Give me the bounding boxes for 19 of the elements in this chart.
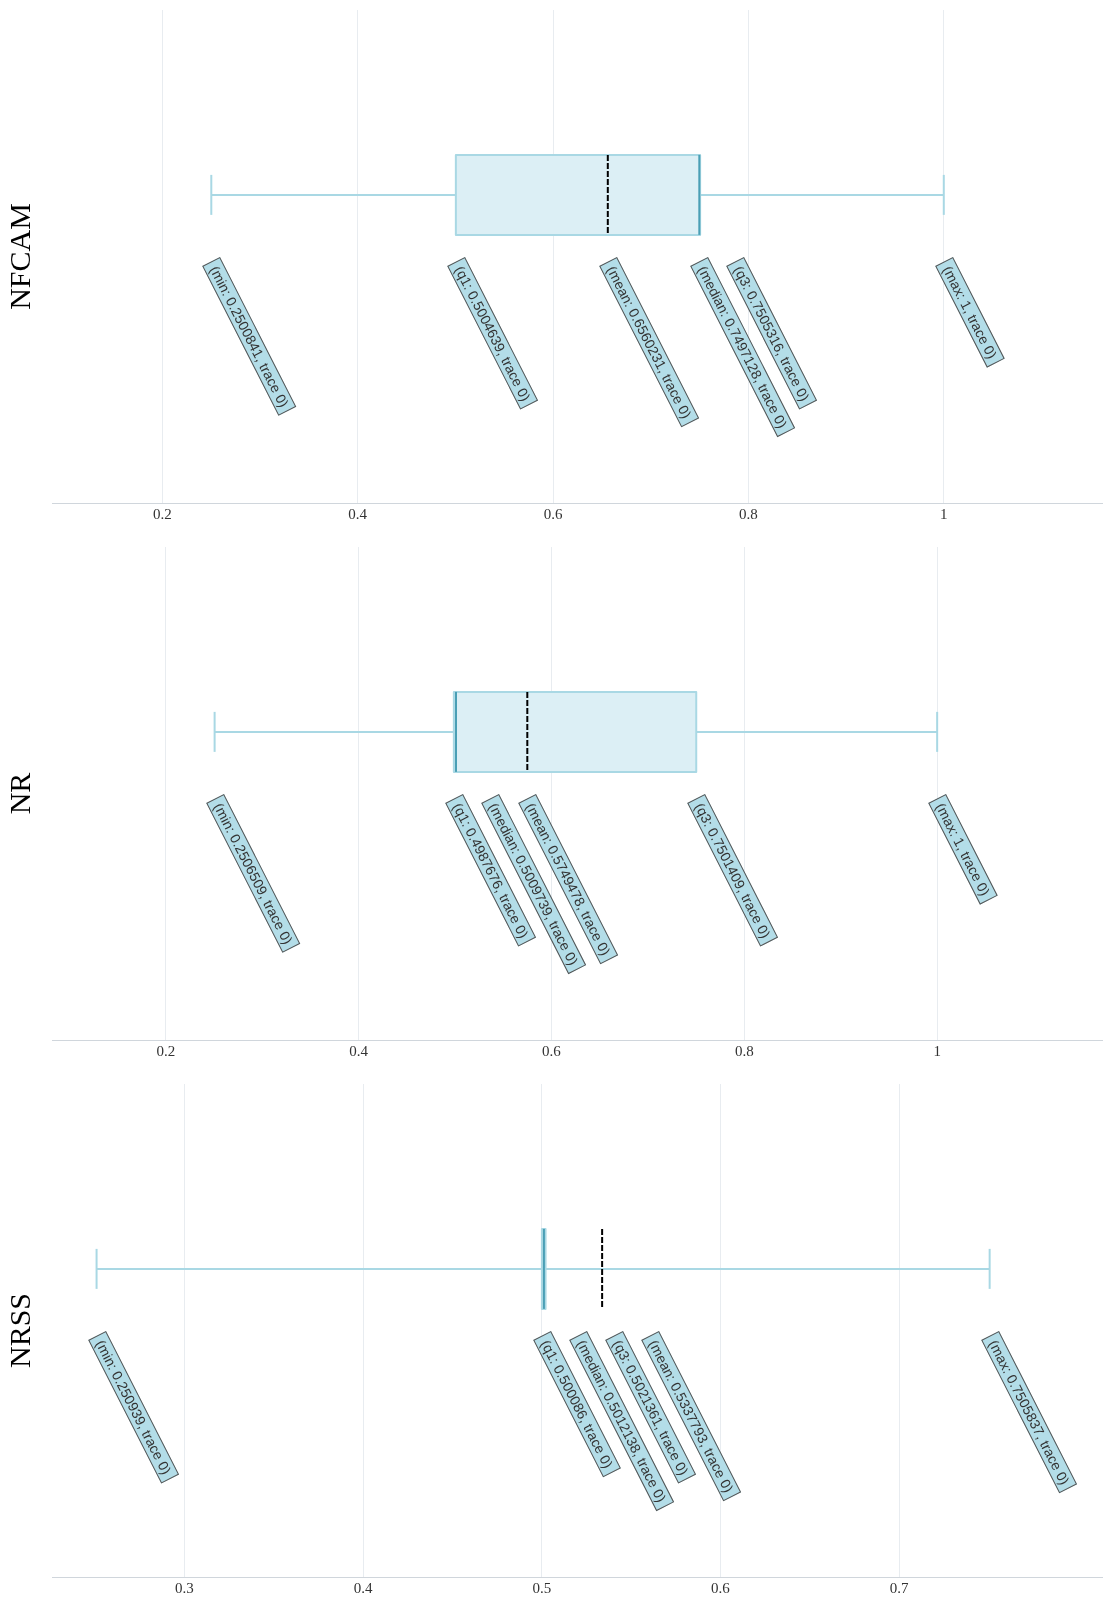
y-axis-title: NR: [2, 772, 36, 815]
x-tick-label: 0.4: [349, 1042, 369, 1059]
y-axis-title: NFCAM: [2, 203, 36, 310]
x-tick-label: 0.6: [543, 505, 563, 522]
y-axis-title: NRSS: [2, 1292, 36, 1369]
x-tick-label: 1: [933, 1042, 941, 1059]
x-tick-label: 0.2: [156, 1042, 176, 1059]
x-tick-label: 0.5: [532, 1579, 552, 1596]
x-tick-label: 1: [940, 505, 948, 522]
x-tick-label: 0.4: [348, 505, 368, 522]
x-tick-label: 0.3: [174, 1579, 194, 1596]
x-tick-label: 0.6: [542, 1042, 562, 1059]
x-tick-label: 0.6: [711, 1579, 731, 1596]
x-tick-label: 0.8: [739, 505, 758, 522]
callout-tag: (max: 1, trace 0): [928, 793, 998, 905]
x-tick-label: 0.7: [889, 1579, 910, 1596]
x-tick-label: 0.4: [353, 1579, 373, 1596]
x-tick-label: 0.8: [734, 1042, 754, 1059]
x-tick-label: 0.2: [153, 505, 172, 522]
